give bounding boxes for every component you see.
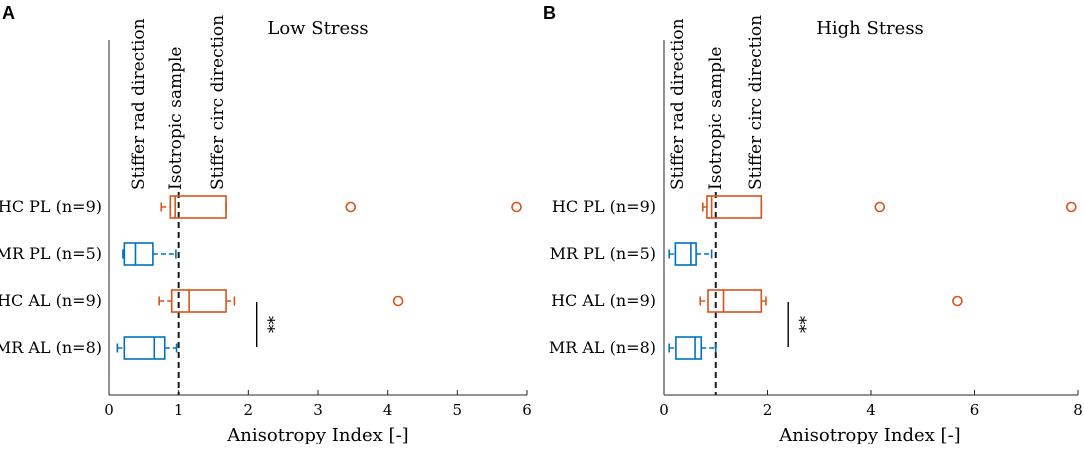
- x-tick-label: 4: [866, 401, 876, 419]
- annotation-stiffer-circ: Stiffer circ direction: [208, 15, 228, 190]
- panel-label: B: [543, 3, 556, 23]
- x-axis-label: Anisotropy Index [-]: [226, 425, 408, 444]
- x-tick-label: 4: [383, 401, 393, 419]
- outlier-point: [511, 201, 522, 213]
- category-label: MR PL (n=5): [550, 244, 656, 263]
- iqr-box: [123, 336, 166, 360]
- x-tick-label: 6: [522, 401, 532, 419]
- iqr-box: [123, 242, 154, 266]
- outlier-point: [874, 201, 886, 213]
- category-label: MR AL (n=8): [0, 338, 102, 357]
- category-labels: HC PL (n=9) MR PL (n=5) HC AL (n=9) MR A…: [0, 197, 102, 357]
- annotation-isotropic: Isotropic sample: [706, 47, 726, 190]
- category-label: MR PL (n=5): [0, 244, 102, 263]
- x-tick-label: 2: [244, 401, 254, 419]
- iqr-box: [169, 195, 227, 219]
- direction-annotations: Stiffer rad direction Isotropic sample S…: [129, 15, 228, 190]
- iqr-box: [675, 336, 703, 360]
- x-tick-label: 8: [1073, 401, 1083, 419]
- outlier-point: [345, 201, 357, 213]
- outlier-point: [952, 295, 963, 307]
- iqr-box: [706, 195, 763, 219]
- category-label: MR AL (n=8): [549, 338, 656, 357]
- annotation-stiffer-rad: Stiffer rad direction: [129, 18, 149, 190]
- x-tick-label: 0: [104, 401, 114, 419]
- significance-label: **: [789, 316, 809, 334]
- iqr-box: [674, 242, 697, 266]
- annotation-stiffer-circ: Stiffer circ direction: [746, 15, 766, 190]
- category-label: HC AL (n=9): [551, 291, 656, 310]
- category-label: HC PL (n=9): [552, 197, 656, 216]
- direction-annotations: Stiffer rad direction Isotropic sample S…: [668, 15, 766, 190]
- plot-area: **: [108, 40, 527, 396]
- iqr-box: [707, 289, 763, 313]
- chart-title: Low Stress: [267, 18, 368, 39]
- iqr-box: [170, 289, 227, 313]
- annotation-isotropic: Isotropic sample: [166, 47, 186, 190]
- panel-b: B High Stress Stiffer rad direction Isot…: [543, 3, 1083, 446]
- chart-title: High Stress: [816, 18, 924, 39]
- x-tick-label: 0: [659, 401, 669, 419]
- significance-label: **: [258, 316, 278, 334]
- x-tick-label: 5: [453, 401, 463, 419]
- category-labels: HC PL (n=9) MR PL (n=5) HC AL (n=9) MR A…: [549, 197, 656, 357]
- outlier-point: [1065, 201, 1077, 213]
- x-axis-label: Anisotropy Index [-]: [778, 425, 960, 444]
- panel-label: A: [2, 3, 15, 23]
- plot-area: **: [663, 40, 1078, 396]
- x-tick-label: 6: [970, 401, 980, 419]
- x-tick-label: 1: [174, 401, 184, 419]
- annotation-stiffer-rad: Stiffer rad direction: [668, 18, 688, 190]
- category-label: HC AL (n=9): [0, 291, 102, 310]
- panel-a: A Low Stress Stiffer rad direction Isotr…: [0, 3, 532, 446]
- x-axis-ticks: 0 1 2 3 4 5 6: [104, 390, 532, 419]
- category-label: HC PL (n=9): [0, 197, 102, 216]
- x-tick-label: 3: [313, 401, 323, 419]
- x-tick-label: 2: [763, 401, 773, 419]
- outlier-point: [392, 295, 404, 307]
- x-axis-ticks: 0 2 4 6 8: [659, 390, 1083, 419]
